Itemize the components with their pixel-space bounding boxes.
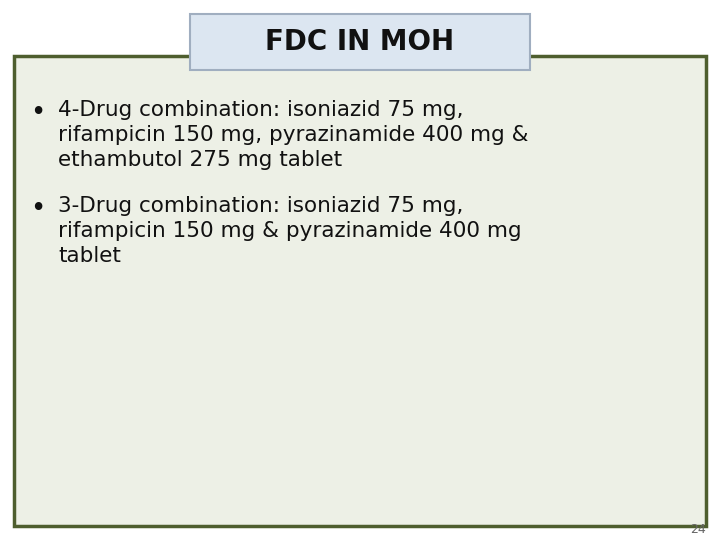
Text: rifampicin 150 mg, pyrazinamide 400 mg &: rifampicin 150 mg, pyrazinamide 400 mg & xyxy=(58,125,528,145)
Text: 3-Drug combination: isoniazid 75 mg,: 3-Drug combination: isoniazid 75 mg, xyxy=(58,197,464,217)
Text: •: • xyxy=(30,197,45,222)
Text: 4-Drug combination: isoniazid 75 mg,: 4-Drug combination: isoniazid 75 mg, xyxy=(58,100,464,120)
FancyBboxPatch shape xyxy=(14,56,706,526)
Text: FDC IN MOH: FDC IN MOH xyxy=(266,28,454,56)
FancyBboxPatch shape xyxy=(190,14,530,70)
Text: 24: 24 xyxy=(690,523,706,536)
Text: tablet: tablet xyxy=(58,246,121,266)
Text: ethambutol 275 mg tablet: ethambutol 275 mg tablet xyxy=(58,150,342,170)
Text: rifampicin 150 mg & pyrazinamide 400 mg: rifampicin 150 mg & pyrazinamide 400 mg xyxy=(58,221,521,241)
Text: •: • xyxy=(30,100,45,126)
